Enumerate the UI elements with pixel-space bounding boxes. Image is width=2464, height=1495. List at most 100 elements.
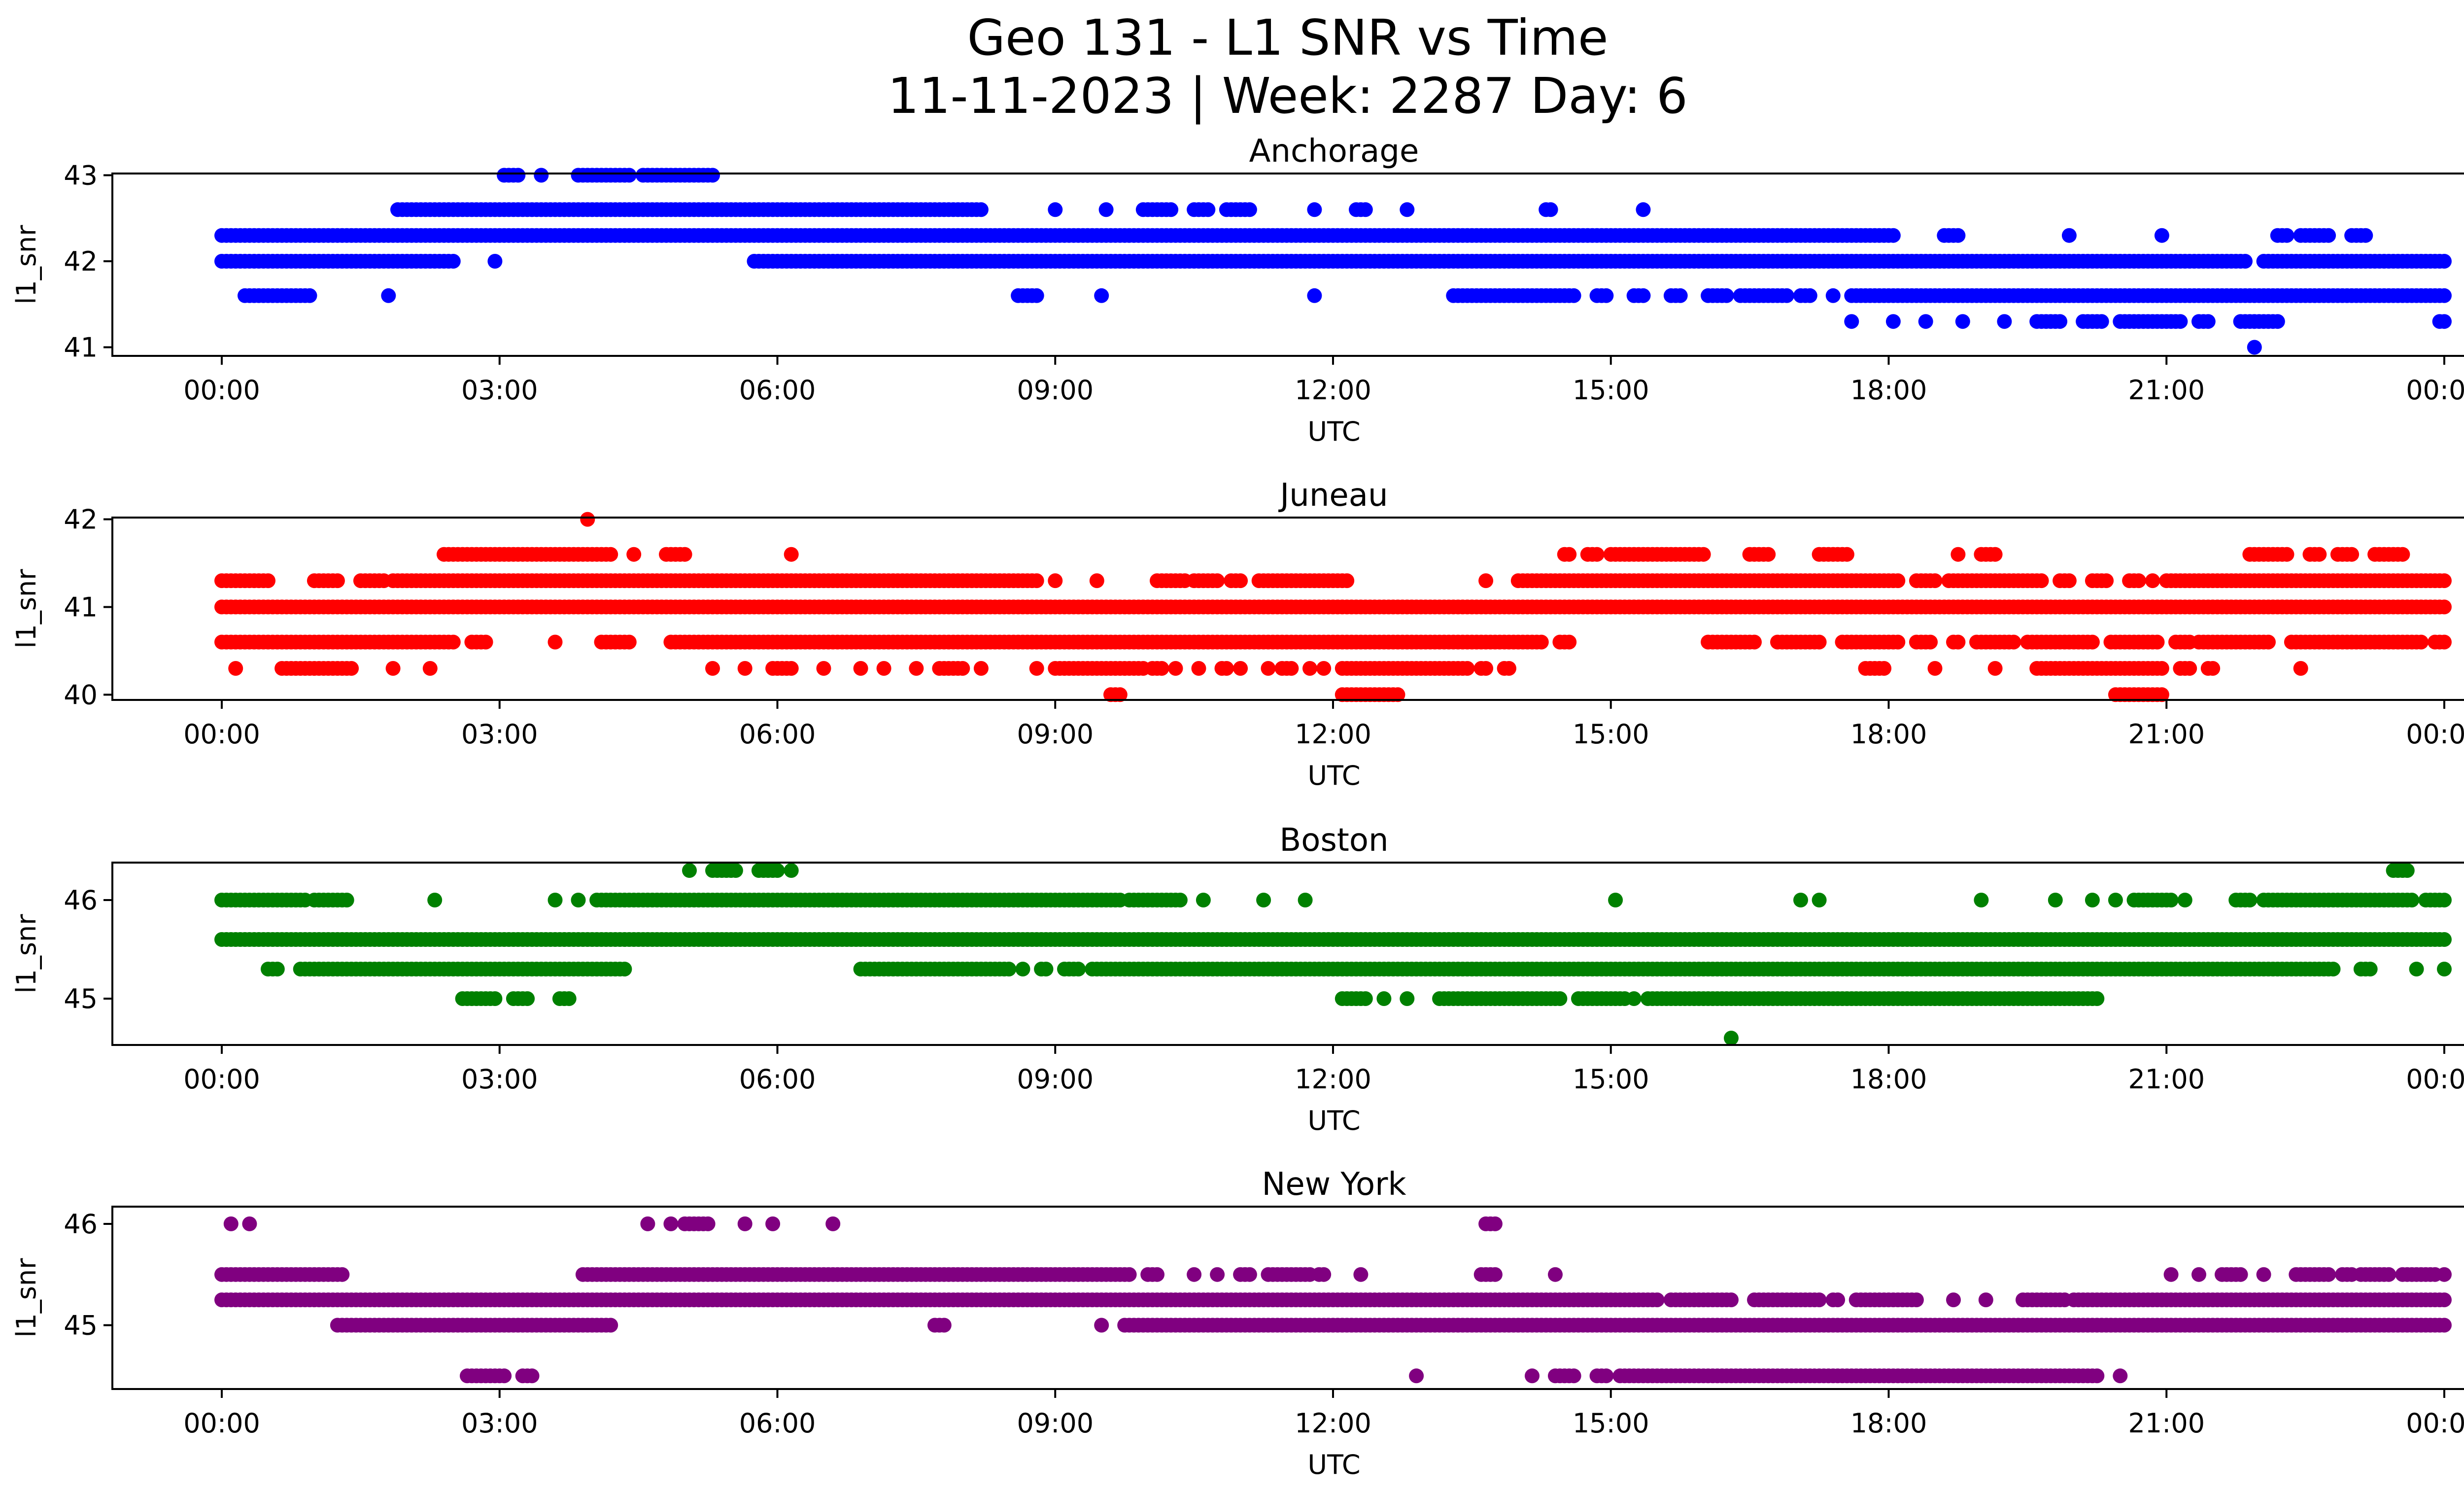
data-point xyxy=(344,661,359,676)
data-point xyxy=(1219,661,1234,676)
data-point xyxy=(1098,202,1114,217)
data-point xyxy=(1955,314,1970,329)
data-point xyxy=(2242,893,2258,907)
data-point xyxy=(1649,1292,1665,1308)
data-point xyxy=(1552,991,1568,1006)
data-point xyxy=(1974,893,1989,907)
data-point xyxy=(853,661,868,676)
data-point xyxy=(1946,1292,1961,1308)
figure-title-line-1: Geo 131 - L1 SNR vs Time xyxy=(967,9,1608,67)
x-tick-label: 15:00 xyxy=(1573,1064,1649,1095)
data-point xyxy=(2279,547,2294,562)
data-point xyxy=(1316,661,1332,676)
y-tick-label: 40 xyxy=(64,679,98,710)
data-point xyxy=(1400,202,1415,217)
data-point xyxy=(1761,547,1776,562)
data-point xyxy=(302,288,317,303)
data-point xyxy=(1316,1267,1332,1282)
data-point xyxy=(1168,661,1183,676)
data-point xyxy=(973,202,989,217)
data-point xyxy=(955,661,970,676)
juneau-title: Juneau xyxy=(1278,477,1388,514)
x-tick-label: 09:00 xyxy=(1017,375,1094,406)
data-point xyxy=(2404,893,2420,907)
x-tick-label: 00:00 xyxy=(183,375,260,406)
data-point xyxy=(1812,893,1827,907)
data-point xyxy=(2437,1292,2452,1308)
data-point xyxy=(2437,314,2452,329)
data-point xyxy=(1724,1031,1739,1045)
y-tick-label: 46 xyxy=(64,885,98,916)
data-point xyxy=(677,547,692,562)
data-point xyxy=(1298,893,1313,907)
data-point xyxy=(478,634,493,650)
data-point xyxy=(2177,893,2192,907)
figure-title: Geo 131 - L1 SNR vs Time 11-11-2023 | We… xyxy=(0,9,2464,125)
data-point xyxy=(1890,573,1906,589)
data-point xyxy=(1478,573,1494,589)
data-point xyxy=(603,547,618,562)
data-point xyxy=(2099,573,2114,589)
data-point xyxy=(2321,1267,2336,1282)
x-tick-label: 06:00 xyxy=(739,1064,816,1095)
y-tick-label: 42 xyxy=(64,246,98,277)
data-point xyxy=(2395,547,2410,562)
data-point xyxy=(330,573,345,589)
x-tick-label: 00:00 xyxy=(2406,375,2464,406)
data-point xyxy=(2312,547,2327,562)
data-point xyxy=(909,661,924,676)
data-point xyxy=(2061,228,2077,243)
data-point xyxy=(2108,893,2123,907)
data-point xyxy=(2437,932,2452,947)
data-point xyxy=(223,1216,239,1231)
data-point xyxy=(1376,991,1392,1006)
data-point xyxy=(765,1216,781,1231)
x-tick-label: 00:00 xyxy=(183,1064,260,1095)
data-point xyxy=(1015,962,1030,976)
data-point xyxy=(1877,661,1892,676)
new-york-points xyxy=(214,1216,2452,1384)
data-point xyxy=(705,661,720,676)
data-point xyxy=(1909,1292,1924,1308)
data-point xyxy=(1307,202,1322,217)
data-point xyxy=(2085,634,2100,650)
data-point xyxy=(770,863,785,878)
data-point xyxy=(1233,661,1248,676)
x-tick-label: 12:00 xyxy=(1295,719,1371,750)
data-point xyxy=(1339,573,1355,589)
data-point xyxy=(2437,599,2452,615)
data-point xyxy=(1256,893,1271,907)
data-point xyxy=(2437,573,2452,589)
data-point xyxy=(621,634,637,650)
data-point xyxy=(2358,228,2373,243)
figure-title-line-2: 11-11-2023 | Week: 2287 Day: 6 xyxy=(888,67,1688,125)
x-tick-label: 00:00 xyxy=(183,719,260,750)
data-point xyxy=(1358,202,1373,217)
data-point xyxy=(1029,288,1044,303)
data-point xyxy=(1599,288,1614,303)
data-point xyxy=(1187,1267,1202,1282)
x-tick-label: 21:00 xyxy=(2128,1064,2205,1095)
data-point xyxy=(876,661,891,676)
data-point xyxy=(2182,661,2197,676)
data-point xyxy=(261,573,275,589)
data-point xyxy=(603,1318,618,1333)
x-tick-label: 18:00 xyxy=(1850,375,1927,406)
data-point xyxy=(1719,288,1734,303)
data-point xyxy=(1502,661,1516,676)
juneau-y-axis-label: l1_snr xyxy=(11,569,42,649)
data-point xyxy=(2437,893,2452,907)
data-point xyxy=(1358,991,1373,1006)
data-point xyxy=(1353,1267,1369,1282)
data-point xyxy=(700,1216,716,1231)
data-point xyxy=(1636,202,1651,217)
data-point xyxy=(2034,573,2049,589)
x-tick-label: 21:00 xyxy=(2128,719,2205,750)
data-point xyxy=(1487,1267,1503,1282)
x-tick-label: 21:00 xyxy=(2128,375,2205,406)
data-point xyxy=(617,962,632,976)
data-point xyxy=(816,661,831,676)
data-point xyxy=(1839,547,1854,562)
data-point xyxy=(1747,634,1762,650)
